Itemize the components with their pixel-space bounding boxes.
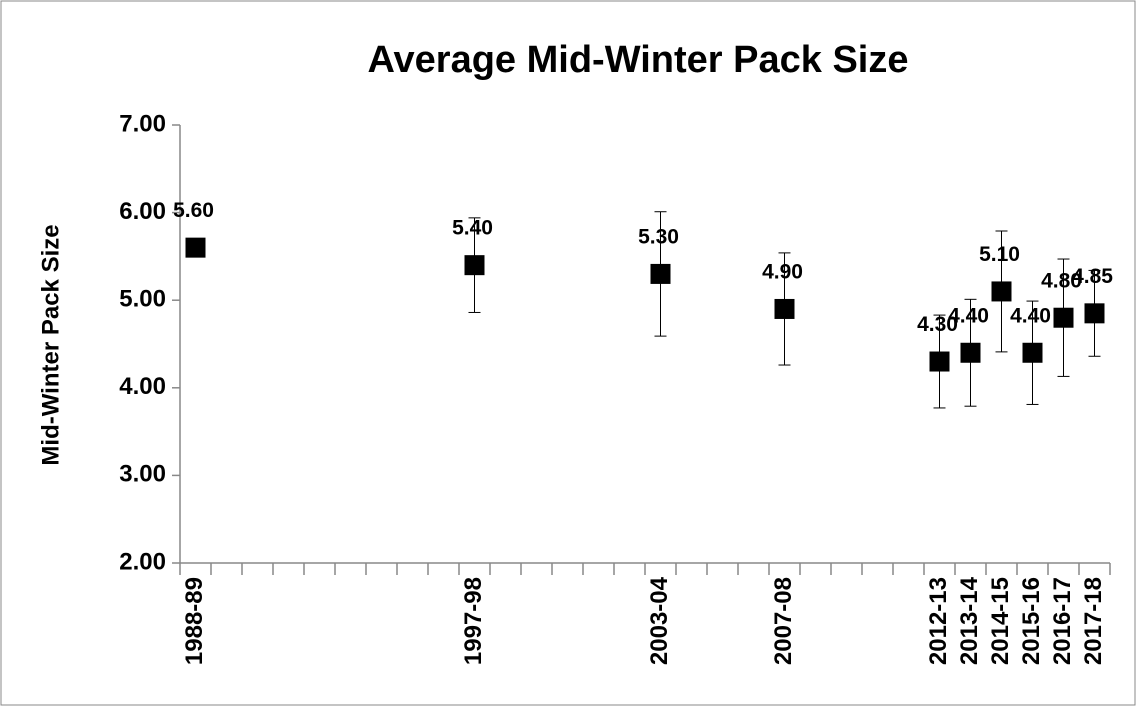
marker (991, 281, 1012, 302)
x-tick-label: 2017-18 (1080, 577, 1107, 665)
y-axis-label: Mid-Winter Pack Size (37, 224, 64, 465)
x-tick-label: 2015-16 (1018, 577, 1045, 665)
y-tick-label: 6.00 (119, 198, 166, 225)
chart-title: Average Mid-Winter Pack Size (368, 39, 909, 81)
marker (774, 298, 795, 319)
marker (1084, 303, 1105, 324)
x-tick-label: 2012-13 (925, 577, 952, 665)
data-label: 4.40 (948, 304, 989, 327)
x-tick-label: 2014-15 (987, 577, 1014, 665)
x-tick-label: 1988-89 (181, 577, 208, 665)
y-tick-label: 4.00 (119, 373, 166, 400)
marker (1022, 342, 1043, 363)
data-label: 4.40 (1010, 304, 1051, 327)
y-tick-label: 5.00 (119, 286, 166, 313)
data-label: 4.90 (762, 261, 803, 284)
marker (650, 263, 671, 284)
y-tick-label: 2.00 (119, 548, 166, 575)
x-tick-label: 2007-08 (770, 577, 797, 665)
data-label: 4.85 (1072, 265, 1113, 288)
y-tick-label: 3.00 (119, 461, 166, 488)
x-tick-label: 2016-17 (1049, 577, 1076, 665)
marker (464, 255, 485, 276)
x-tick-label: 2003-04 (646, 576, 673, 665)
x-tick-label: 2013-14 (956, 576, 983, 665)
marker (185, 237, 206, 258)
data-label: 5.30 (638, 225, 679, 248)
x-tick-label: 1997-98 (460, 577, 487, 665)
marker (960, 342, 981, 363)
data-label: 4.80 (1041, 269, 1082, 292)
data-label: 5.10 (979, 243, 1020, 266)
marker (929, 351, 950, 372)
data-label: 5.60 (173, 199, 214, 222)
data-label: 5.40 (452, 217, 493, 240)
data-label: 4.30 (917, 313, 958, 336)
marker (1053, 307, 1074, 328)
y-tick-label: 7.00 (119, 110, 166, 137)
